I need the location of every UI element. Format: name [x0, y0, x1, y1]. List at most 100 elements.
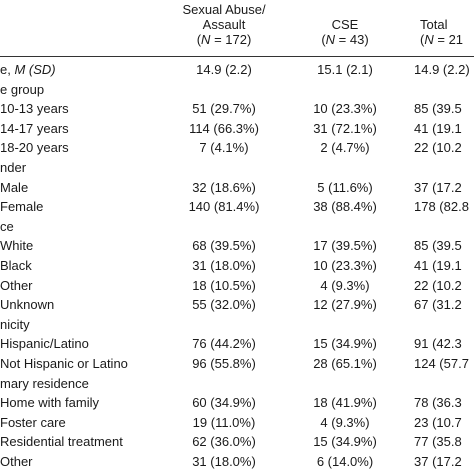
row-label: 18-20 years	[0, 138, 69, 157]
row-label: e, M (SD)	[0, 60, 56, 79]
sexual-abuse-cell: 19 (11.0%)	[192, 414, 256, 430]
total-cell: 41 (19.1	[414, 258, 462, 273]
column-header-line2: Assault	[202, 17, 246, 32]
table-row: Hispanic/Latino 76 (44.2%) 15 (34.9%) 91 (4…	[0, 334, 474, 353]
total-cell: 124 (57.7	[414, 356, 469, 371]
cse-cell: 38 (88.4%)	[313, 199, 377, 215]
row-label-text: Residential treatment	[0, 434, 123, 450]
header-rule	[0, 56, 474, 57]
row-label-text: White	[0, 238, 34, 254]
total-cell: 14.9 (2.2)	[414, 62, 470, 77]
row-label-text: 14-17 years	[0, 120, 69, 136]
cse-cell: 17 (39.5%)	[313, 238, 377, 254]
column-header-n: (N = 43)	[321, 32, 369, 47]
table-row: 10-13 years 51 (29.7%) 10 (23.3%) 85 (39.5	[0, 99, 474, 118]
row-label-text: Unknown	[0, 297, 55, 313]
row-label-text: mary residence	[0, 375, 89, 391]
total-cell: 85 (39.5	[414, 101, 462, 117]
row-label-text: Female	[0, 199, 44, 215]
cse-cell: 10 (23.3%)	[313, 101, 377, 117]
row-label-text: Other	[0, 454, 33, 469]
column-header-line2: CSE	[331, 17, 359, 32]
total-cell: 37 (17.2	[414, 454, 462, 469]
row-label: nicity	[0, 315, 30, 334]
sexual-abuse-cell: 55 (32.0%)	[192, 297, 256, 313]
total-cell: 22 (10.2	[414, 140, 462, 156]
sexual-abuse-cell: 31 (18.0%)	[192, 454, 256, 469]
table-row: Other 31 (18.0%) 6 (14.0%) 37 (17.2	[0, 452, 474, 471]
row-label-text: 18-20 years	[0, 140, 69, 156]
n-value: = 21	[437, 32, 464, 47]
row-label: Male	[0, 178, 28, 197]
sexual-abuse-cell: 76 (44.2%)	[192, 336, 256, 352]
sexual-abuse-cell: 68 (39.5%)	[192, 238, 256, 254]
total-cell: 37 (17.2	[414, 179, 462, 195]
column-header-sexual-abuse: Sexual Abuse/ Assault (N = 172)	[164, 2, 284, 47]
row-label: ce	[0, 217, 14, 236]
table-row: Home with family 60 (34.9%) 18 (41.9%) 78 (…	[0, 393, 474, 412]
cse-cell: 15 (34.9%)	[313, 434, 377, 450]
sexual-abuse-cell: 114 (66.3%)	[189, 120, 259, 136]
sexual-abuse-cell: 14.9 (2.2)	[196, 62, 252, 77]
row-label: Home with family	[0, 393, 99, 412]
table-row: White 68 (39.5%) 17 (39.5%) 85 (39.5	[0, 236, 474, 255]
cse-cell: 28 (65.1%)	[313, 356, 377, 371]
row-label: Unknown	[0, 295, 54, 314]
table-row: ce	[0, 217, 474, 236]
row-label: Not Hispanic or Latino	[0, 354, 128, 373]
cse-cell: 6 (14.0%)	[316, 454, 374, 469]
table-row: Residential treatment 62 (36.0%) 15 (34.9%…	[0, 432, 474, 451]
table-row: e, M (SD) 14.9 (2.2) 15.1 (2.1) 14.9 (2.2)	[0, 60, 474, 79]
row-label: Hispanic/Latino	[0, 334, 89, 353]
table-row: Unknown 55 (32.0%) 12 (27.9%) 67 (31.2	[0, 295, 474, 314]
row-label-text: Male	[0, 179, 29, 195]
table-row: 18-20 years 7 (4.1%) 2 (4.7%) 22 (10.2	[0, 138, 474, 157]
row-label-text: Home with family	[0, 395, 99, 411]
sexual-abuse-cell: 96 (55.8%)	[192, 356, 256, 371]
total-cell: 85 (39.5	[414, 238, 462, 254]
cse-cell: 10 (23.3%)	[313, 258, 377, 273]
column-header-cse: CSE (N = 43)	[305, 17, 385, 47]
table-row: e group	[0, 80, 474, 99]
sexual-abuse-cell: 32 (18.6%)	[192, 179, 256, 195]
sexual-abuse-cell: 7 (4.1%)	[199, 140, 249, 156]
total-cell: 22 (10.2	[414, 277, 462, 293]
row-label: e group	[0, 80, 44, 99]
n-value: = 43)	[338, 32, 369, 47]
total-cell: 178 (82.8	[414, 199, 469, 215]
row-label: Black	[0, 256, 32, 275]
sexual-abuse-cell: 60 (34.9%)	[192, 395, 256, 411]
row-label-text: Hispanic/Latino	[0, 336, 89, 352]
row-label-text: 10-13 years	[0, 101, 69, 117]
row-label: Other	[0, 276, 33, 295]
n-symbol: N	[325, 32, 336, 47]
sexual-abuse-cell: 51 (29.7%)	[192, 101, 256, 117]
row-label: Female	[0, 197, 43, 216]
total-cell: 91 (42.3	[414, 336, 462, 352]
row-label-text: Foster care	[0, 414, 66, 430]
sexual-abuse-cell: 140 (81.4%)	[188, 199, 260, 215]
row-label: Other	[0, 452, 33, 471]
row-label-text: nder	[0, 160, 27, 175]
total-cell: 77 (35.8	[414, 434, 462, 450]
total-cell: 78 (36.3	[414, 395, 462, 411]
row-label: nder	[0, 158, 26, 177]
table-row: mary residence	[0, 374, 474, 393]
cse-cell: 12 (27.9%)	[313, 297, 377, 313]
table-row: Male 32 (18.6%) 5 (11.6%) 37 (17.2	[0, 178, 474, 197]
row-label-text: nicity	[0, 316, 30, 332]
row-label-statistic: M (SD)	[14, 62, 56, 77]
cse-cell: 4 (9.3%)	[320, 414, 370, 430]
column-header-n: (N = 172)	[196, 32, 252, 47]
total-cell: 67 (31.2	[414, 297, 462, 313]
row-label: mary residence	[0, 374, 89, 393]
row-label-text: Not Hispanic or Latino	[0, 356, 128, 371]
row-label: White	[0, 236, 33, 255]
row-label: Foster care	[0, 413, 66, 432]
cse-cell: 2 (4.7%)	[320, 140, 370, 156]
cse-cell: 31 (72.1%)	[313, 120, 377, 136]
column-header-line2: Total	[420, 17, 448, 32]
table-row: Other 18 (10.5%) 4 (9.3%) 22 (10.2	[0, 276, 474, 295]
table-row: nicity	[0, 315, 474, 334]
